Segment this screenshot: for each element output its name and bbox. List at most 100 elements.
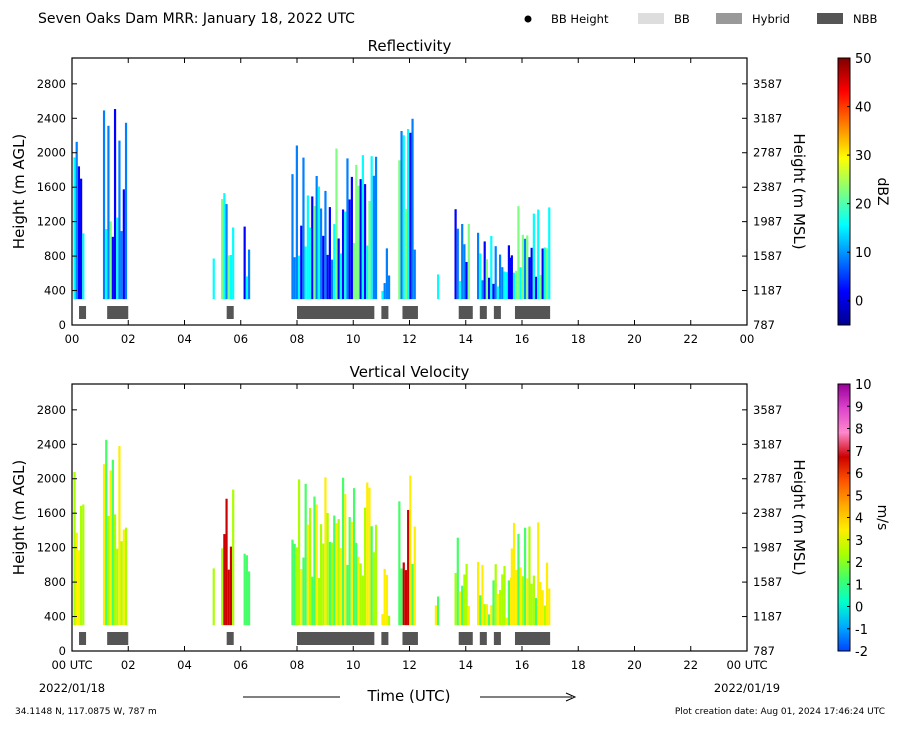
velocity-echo-column [454, 572, 457, 626]
velocity-echo-column [521, 576, 524, 626]
reflectivity-echo-column [247, 249, 251, 300]
velocity-echo-column [530, 583, 533, 626]
velocity-echo-column [456, 537, 459, 626]
reflectivity-echo-column [541, 248, 544, 300]
velocity-echo-column [534, 598, 538, 626]
velocity-echo-segment [381, 568, 391, 626]
reflectivity-echo-column [225, 204, 228, 300]
velocity-echo-column [326, 512, 329, 626]
reflectivity-echo-column [467, 223, 470, 300]
velocity-echo-column [302, 557, 305, 626]
reflectivity-echo-column [461, 224, 464, 300]
velocity-colorbar-tick-label: 0 [855, 601, 863, 616]
reflectivity-echo-column [319, 208, 323, 300]
reflectivity-echo-column [355, 164, 358, 300]
reflectivity-echo-column [479, 253, 482, 300]
reflectivity-y2-tick-label: 1987 [753, 215, 782, 229]
velocity-echo-column [116, 548, 119, 626]
reflectivity-echo-column [372, 175, 375, 300]
reflectivity-title: Reflectivity [368, 37, 452, 55]
velocity-echo-column [313, 496, 316, 626]
reflectivity-echo-column [313, 205, 316, 300]
velocity-echo-column [293, 543, 296, 626]
velocity-echo-column [411, 563, 414, 626]
velocity-echo-column [221, 548, 224, 626]
velocity-echo-segment [398, 475, 416, 626]
velocity-echo-column [387, 615, 391, 626]
reflectivity-echo-column [306, 195, 309, 300]
reflectivity-y-tick-label: 400 [44, 284, 66, 298]
velocity-y-tick-label: 400 [44, 610, 66, 624]
reflectivity-echo-column [348, 199, 351, 300]
velocity-echo-column [339, 548, 342, 626]
velocity-echo-column [488, 614, 491, 626]
velocity-echo-column [361, 575, 364, 626]
velocity-echo-column [505, 617, 508, 626]
legend-hybrid-label: Hybrid [752, 12, 790, 26]
velocity-echo-segment [102, 439, 128, 626]
velocity-colorbar-tick-label: -1 [855, 623, 868, 638]
velocity-echo-segment [291, 477, 378, 626]
reflectivity-bb-box [402, 306, 418, 319]
reflectivity-echo-column [227, 255, 230, 300]
velocity-colorbar-tick-label: 4 [855, 512, 863, 527]
velocity-echo-column [494, 564, 497, 626]
velocity-echo-column [381, 614, 384, 626]
reflectivity-echo-column [317, 186, 320, 300]
reflectivity-echo-column [512, 272, 516, 300]
reflectivity-y-tick-label: 2800 [37, 77, 66, 91]
velocity-y-tick-label: 2800 [37, 403, 66, 417]
reflectivity-echo-column [510, 255, 513, 300]
reflectivity-echo-column [102, 110, 106, 300]
velocity-echo-column [350, 521, 353, 626]
reflectivity-echo-segment [398, 118, 416, 300]
reflectivity-echo-column [352, 242, 356, 300]
velocity-echo-column [107, 515, 110, 626]
reflectivity-x-tick-label: 22 [683, 332, 698, 346]
velocity-echo-column [319, 524, 323, 626]
velocity-echo-column [109, 470, 112, 626]
velocity-y-tick-label: 0 [59, 644, 66, 658]
velocity-title: Vertical Velocity [350, 363, 470, 381]
velocity-echo-column [461, 585, 464, 626]
reflectivity-echo-column [339, 253, 342, 300]
velocity-echo-column [368, 487, 371, 626]
velocity-echo-column [507, 580, 510, 626]
legend-bb-label: BB [674, 12, 690, 26]
reflectivity-echo-column [330, 259, 334, 300]
reflectivity-colorbar-tick-label: 20 [855, 198, 872, 213]
velocity-echo-column [523, 527, 527, 626]
reflectivity-bb-box [514, 306, 551, 319]
reflectivity-echo-column [385, 248, 388, 300]
reflectivity-echo-column [437, 274, 440, 300]
reflectivity-echo-column [295, 145, 298, 300]
reflectivity-echo-column [539, 274, 542, 300]
reflectivity-y-tick-label: 2400 [37, 111, 66, 125]
reflectivity-bb-box [226, 306, 234, 319]
reflectivity-echo-column [501, 267, 504, 300]
velocity-echo-column [499, 590, 502, 626]
reflectivity-echo-column [315, 175, 318, 300]
reflectivity-echo-column [361, 155, 364, 300]
reflectivity-echo-segment [437, 274, 440, 300]
velocity-echo-column [402, 562, 405, 626]
reflectivity-echo-column [335, 148, 338, 300]
velocity-y2-tick-label: 1987 [753, 541, 782, 555]
reflectivity-y2-tick-label: 1187 [753, 284, 782, 298]
reflectivity-echo-column [387, 275, 391, 300]
velocity-echo-column [359, 563, 362, 626]
reflectivity-bb-box [297, 306, 375, 319]
reflectivity-echo-column [297, 255, 301, 300]
reflectivity-echo-column [300, 225, 303, 300]
velocity-echo-column [75, 532, 78, 626]
reflectivity-echo-column [80, 178, 83, 300]
reflectivity-echo-column [122, 189, 125, 300]
reflectivity-y2-tick-label: 787 [753, 318, 775, 332]
velocity-y-ticks: 0 787 400 1187 800 1587 1200 1987 1600 2387 2000 27… [37, 403, 783, 658]
reflectivity-echo-column [363, 184, 367, 300]
velocity-y-axis-label: Height (m AGL) [10, 460, 28, 575]
velocity-echo-column [300, 568, 303, 626]
velocity-colorbar-tick-label: 6 [855, 467, 863, 482]
reflectivity-echo-column [505, 272, 508, 300]
